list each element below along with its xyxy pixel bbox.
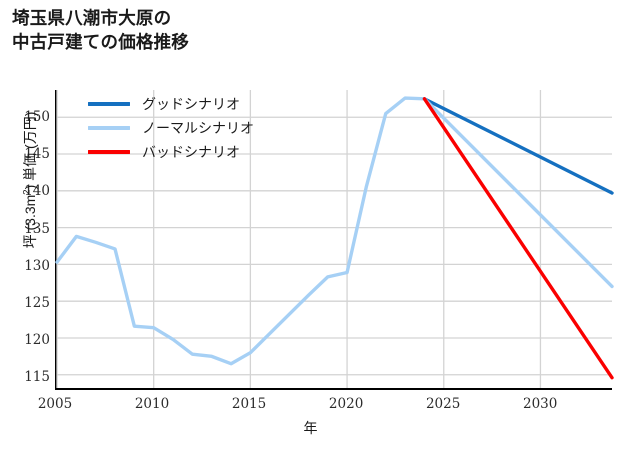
data-series-lines — [55, 96, 614, 380]
y-tick-label: 130 — [24, 257, 50, 274]
y-tick-label: 125 — [24, 294, 50, 311]
x-tick-label: 2010 — [134, 396, 170, 412]
x-tick-label: 2020 — [328, 396, 364, 412]
legend-swatch-icon — [88, 125, 130, 131]
y-tick-label: 145 — [24, 146, 50, 163]
gridlines — [56, 90, 612, 388]
legend-item-label: ノーマルシナリオ — [142, 120, 254, 136]
y-tick-label: 140 — [24, 183, 50, 200]
page-title: 埼玉県八潮市大原の 中古戸建ての価格推移 — [12, 8, 189, 53]
x-tick-label: 2030 — [523, 396, 558, 412]
series-line — [422, 97, 614, 380]
y-tick-label: 115 — [24, 368, 50, 385]
legend-item-0[interactable]: グッドシナリオ — [88, 92, 298, 116]
y-tick-label: 150 — [24, 109, 50, 126]
plot-area — [55, 90, 614, 390]
x-tick-label: 2005 — [37, 396, 73, 412]
y-axis-title: 坪 (3.3m2) 単価 (万円) — [21, 111, 38, 249]
legend-item-label: グッドシナリオ — [142, 96, 240, 112]
x-tick-label: 2025 — [425, 396, 461, 412]
x-axis-tick-labels: 2005 2010 2015 2020 2025 2030 — [38, 396, 612, 416]
y-tick-label: 135 — [24, 220, 50, 237]
legend-swatch-icon — [88, 149, 130, 155]
y-axis-tick-labels: 115 120 125 130 135 140 145 150 — [0, 90, 50, 390]
series-line — [422, 97, 614, 195]
series-line — [55, 96, 427, 366]
legend-item-2[interactable]: バッドシナリオ — [88, 140, 298, 164]
y-tick-label: 120 — [24, 331, 50, 348]
x-tick-label: 2015 — [231, 396, 267, 412]
x-axis-title: 年 — [303, 420, 318, 436]
series-line — [422, 97, 614, 289]
legend-swatch-icon — [88, 101, 130, 107]
chart-legend: グッドシナリオ ノーマルシナリオ バッドシナリオ — [88, 92, 298, 164]
legend-item-1[interactable]: ノーマルシナリオ — [88, 116, 298, 140]
legend-item-label: バッドシナリオ — [142, 144, 240, 160]
